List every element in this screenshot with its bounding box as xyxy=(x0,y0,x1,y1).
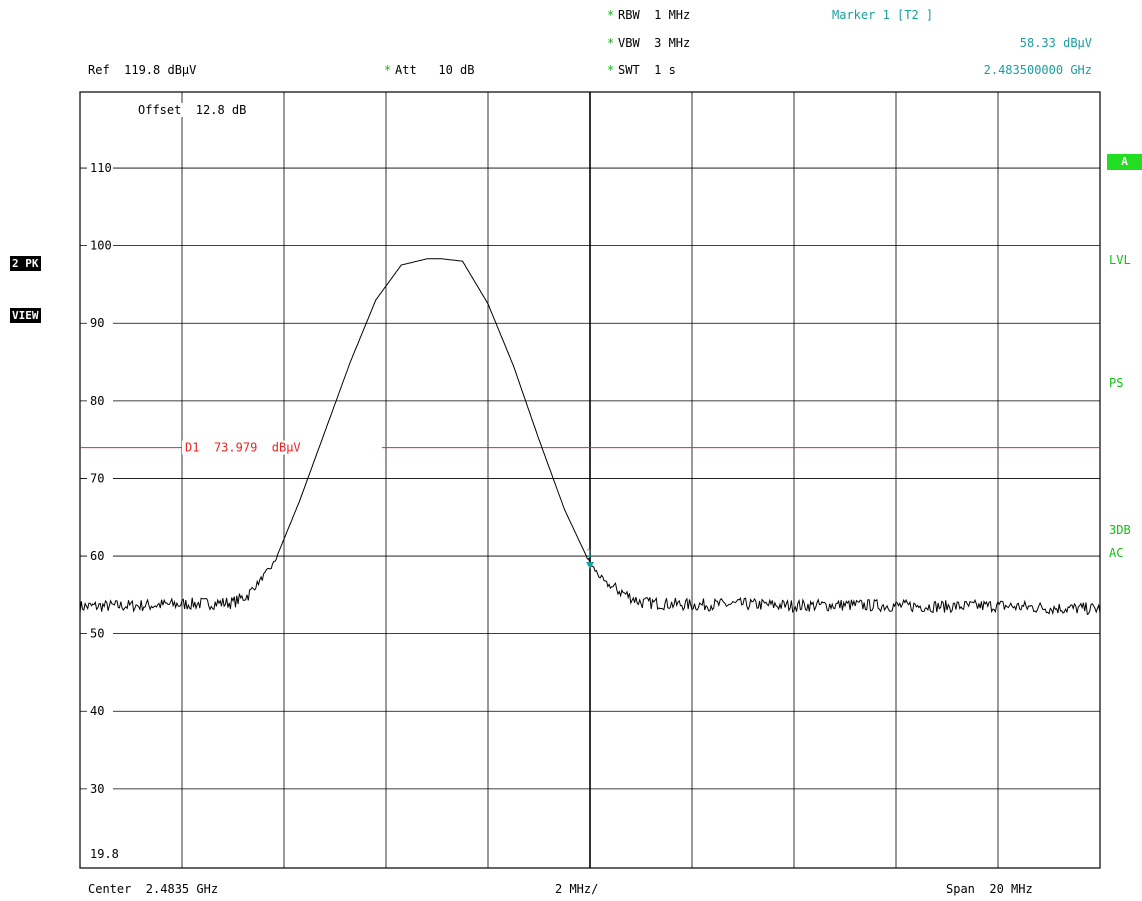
y-tick-label: 60 xyxy=(90,549,104,563)
marker-triangle xyxy=(586,562,594,569)
frequency-per-division: 2 MHz/ xyxy=(555,882,598,896)
y-tick-label: 110 xyxy=(90,161,112,175)
offset-label: Offset 12.8 dB xyxy=(138,103,246,117)
y-tick-label: 50 xyxy=(90,627,104,641)
y-tick-label: 90 xyxy=(90,316,104,330)
y-tick-label: 100 xyxy=(90,239,112,253)
y-tick-label: 30 xyxy=(90,782,104,796)
bottom-level-label: 19.8 xyxy=(90,847,119,861)
y-axis-ticks: 110 100 90 80 70 60 50 40 30 xyxy=(87,161,113,796)
y-tick-label: 80 xyxy=(90,394,104,408)
marker-1: 1 xyxy=(586,547,594,569)
y-tick-label: 70 xyxy=(90,471,104,485)
y-tick-label: 40 xyxy=(90,704,104,718)
display-line-label: D1 73.979 dBµV xyxy=(185,441,301,455)
span-label: Span 20 MHz xyxy=(946,882,1033,896)
grid xyxy=(80,92,1100,868)
center-frequency: Center 2.4835 GHz xyxy=(88,882,218,896)
marker-number: 1 xyxy=(586,547,593,560)
